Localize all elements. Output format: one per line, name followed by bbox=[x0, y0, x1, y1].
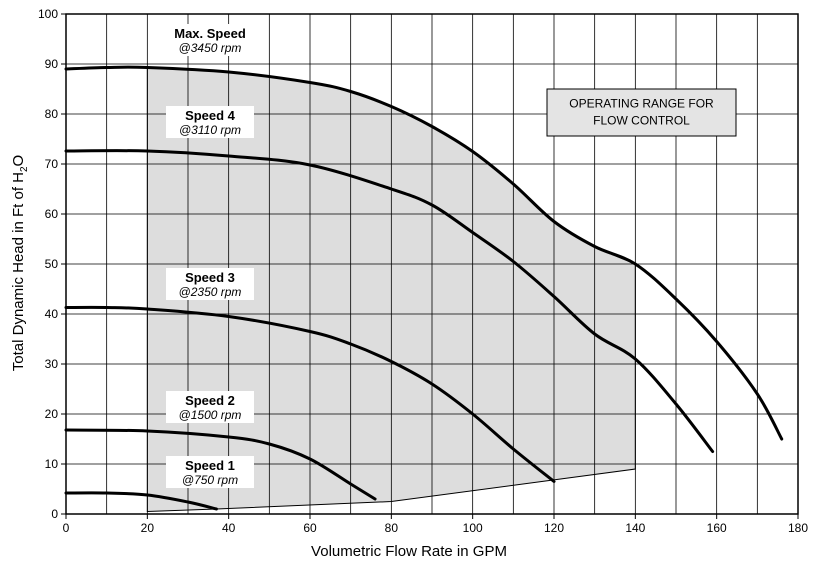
curve-speed-1 bbox=[64, 491, 218, 511]
y-axis-title-main: Total Dynamic Head in Ft of H bbox=[10, 172, 27, 371]
y-tick-label-60: 60 bbox=[45, 207, 59, 221]
y-tick-label-80: 80 bbox=[45, 107, 59, 121]
x-tick-label-40: 40 bbox=[222, 521, 236, 535]
plot-frame bbox=[65, 13, 799, 515]
x-tick-label-140: 140 bbox=[625, 521, 645, 535]
y-tick-label-90: 90 bbox=[45, 57, 59, 71]
y-axis-title: Total Dynamic Head in Ft of H2O bbox=[10, 155, 30, 371]
curve-rpm-speed-3: @2350 rpm bbox=[179, 285, 242, 299]
y-tick-label-100: 100 bbox=[38, 7, 58, 21]
operating-range-box: OPERATING RANGE FOR FLOW CONTROL bbox=[546, 88, 737, 137]
curve-name-speed-2: Speed 2 bbox=[185, 393, 235, 408]
curve-label-bg-speed-2 bbox=[166, 391, 254, 423]
x-tick-label-120: 120 bbox=[544, 521, 564, 535]
y-tick-label-70: 70 bbox=[45, 157, 59, 171]
curve-label-bg-speed-3 bbox=[166, 268, 254, 300]
curve-speed-4 bbox=[64, 149, 715, 453]
curve-label-bg-max-speed bbox=[166, 24, 254, 56]
y-tick-label-0: 0 bbox=[51, 507, 58, 521]
curve-speed-2 bbox=[64, 428, 377, 501]
curve-name-speed-4: Speed 4 bbox=[185, 108, 236, 123]
y-tick-label-40: 40 bbox=[45, 307, 59, 321]
x-tick-label-60: 60 bbox=[303, 521, 317, 535]
curve-rpm-speed-4: @3110 rpm bbox=[179, 123, 241, 137]
x-axis-title: Volumetric Flow Rate in GPM bbox=[311, 543, 507, 560]
curve-label-speed-4: Speed 4@3110 rpm bbox=[166, 106, 254, 138]
curve-label-max-speed: Max. Speed@3450 rpm bbox=[166, 24, 254, 56]
x-tick-label-20: 20 bbox=[141, 521, 155, 535]
operating-range-line-2: FLOW CONTROL bbox=[593, 114, 690, 128]
y-tick-label-30: 30 bbox=[45, 357, 59, 371]
x-tick-label-80: 80 bbox=[385, 521, 399, 535]
x-tick-label-0: 0 bbox=[63, 521, 70, 535]
y-tick-label-50: 50 bbox=[45, 257, 59, 271]
y-axis-title-subscript: 2 bbox=[19, 166, 30, 172]
curve-label-bg-speed-4 bbox=[166, 106, 254, 138]
curve-rpm-max-speed: @3450 rpm bbox=[179, 41, 242, 55]
curve-rpm-speed-1: @750 rpm bbox=[182, 473, 238, 487]
curve-name-speed-1: Speed 1 bbox=[185, 458, 235, 473]
curve-name-speed-3: Speed 3 bbox=[185, 270, 235, 285]
curve-max-speed bbox=[64, 65, 784, 441]
axis-ticks: 0 20 40 60 80 100 120 140 160 180 0 10 20 30 40 50 60 70 8… bbox=[38, 7, 808, 535]
x-tick-label-100: 100 bbox=[463, 521, 483, 535]
curve-rpm-speed-2: @1500 rpm bbox=[179, 408, 242, 422]
curve-label-speed-3: Speed 3@2350 rpm bbox=[166, 268, 254, 300]
curve-name-max-speed: Max. Speed bbox=[174, 26, 246, 41]
curve-label-speed-1: Speed 1@750 rpm bbox=[166, 456, 254, 488]
y-tick-label-10: 10 bbox=[45, 457, 59, 471]
x-tick-label-160: 160 bbox=[707, 521, 727, 535]
speed-curves bbox=[64, 65, 784, 511]
y-tick-label-20: 20 bbox=[45, 407, 59, 421]
y-axis-title-suffix: O bbox=[10, 155, 27, 167]
curve-label-speed-2: Speed 2@1500 rpm bbox=[166, 391, 254, 423]
curve-speed-3 bbox=[64, 305, 556, 483]
curve-label-bg-speed-1 bbox=[166, 456, 254, 488]
x-tick-label-180: 180 bbox=[788, 521, 808, 535]
operating-range-line-1: OPERATING RANGE FOR bbox=[569, 97, 714, 111]
